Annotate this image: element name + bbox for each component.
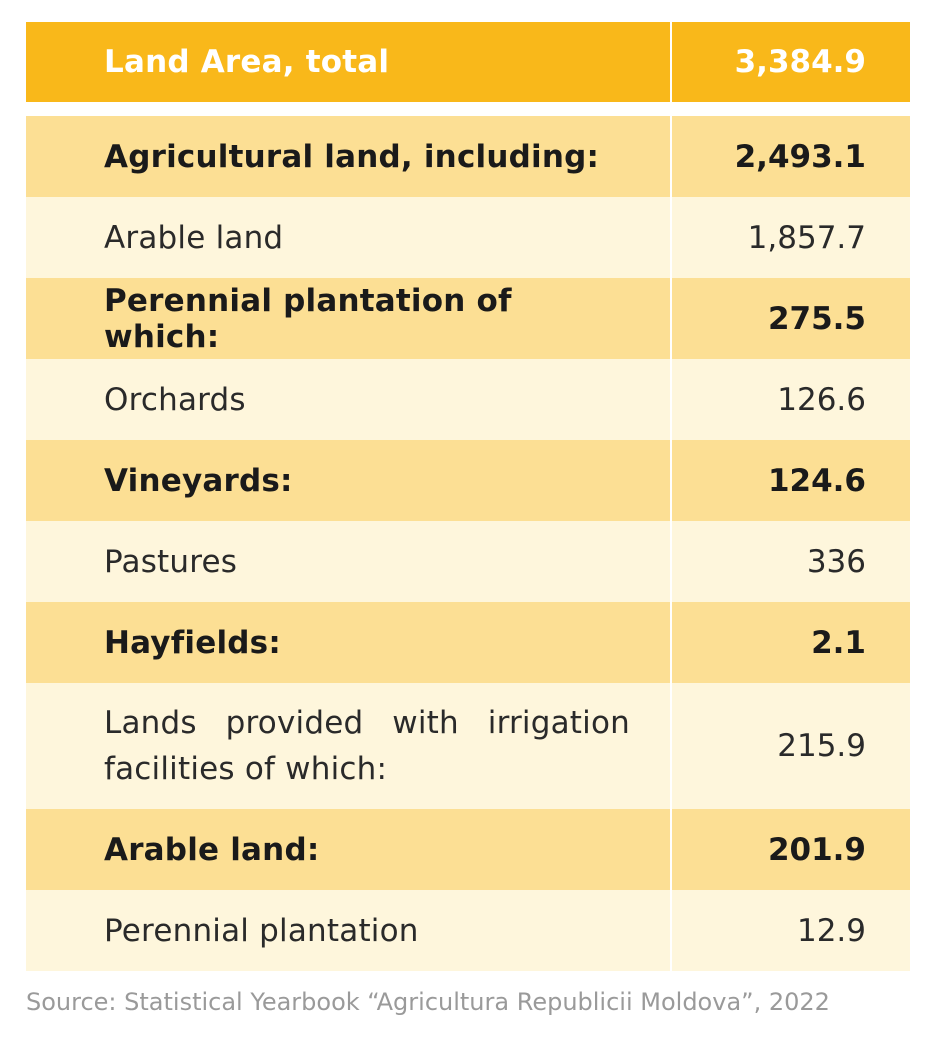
table-row: Agricultural land, including: 2,493.1 — [26, 116, 910, 197]
table-row: Vineyards: 124.6 — [26, 440, 910, 521]
table-row: Arable land: 201.9 — [26, 809, 910, 890]
header-value: 3,384.9 — [672, 22, 910, 102]
row-label: Arable land: — [26, 809, 670, 890]
row-label: Orchards — [26, 359, 670, 440]
table-row: Perennial plantation of which: 275.5 — [26, 278, 910, 359]
row-label: Agricultural land, including: — [26, 116, 670, 197]
row-value: 126.6 — [672, 359, 910, 440]
row-label: Lands provided with irrigation facilitie… — [26, 683, 670, 809]
row-value: 201.9 — [672, 809, 910, 890]
row-label: Perennial plantation — [26, 890, 670, 971]
header-label: Land Area, total — [26, 22, 670, 102]
table-row: Arable land 1,857.7 — [26, 197, 910, 278]
row-value: 124.6 — [672, 440, 910, 521]
row-value: 215.9 — [672, 683, 910, 809]
row-value: 2.1 — [672, 602, 910, 683]
row-label: Vineyards: — [26, 440, 670, 521]
table-row: Lands provided with irrigation facilitie… — [26, 683, 910, 809]
row-value: 12.9 — [672, 890, 910, 971]
table-row: Orchards 126.6 — [26, 359, 910, 440]
row-label: Pastures — [26, 521, 670, 602]
table-row: Perennial plantation 12.9 — [26, 890, 910, 971]
row-label: Perennial plantation of which: — [26, 278, 670, 359]
source-caption: Source: Statistical Yearbook “Agricultur… — [26, 988, 830, 1016]
table-row: Pastures 336 — [26, 521, 910, 602]
row-value: 2,493.1 — [672, 116, 910, 197]
table-header-row: Land Area, total 3,384.9 — [26, 22, 910, 102]
row-value: 1,857.7 — [672, 197, 910, 278]
row-label: Hayfields: — [26, 602, 670, 683]
land-area-table: Land Area, total 3,384.9 Agricultural la… — [26, 22, 910, 971]
table-row: Hayfields: 2.1 — [26, 602, 910, 683]
header-gap — [26, 102, 910, 116]
row-value: 275.5 — [672, 278, 910, 359]
row-label: Arable land — [26, 197, 670, 278]
row-value: 336 — [672, 521, 910, 602]
